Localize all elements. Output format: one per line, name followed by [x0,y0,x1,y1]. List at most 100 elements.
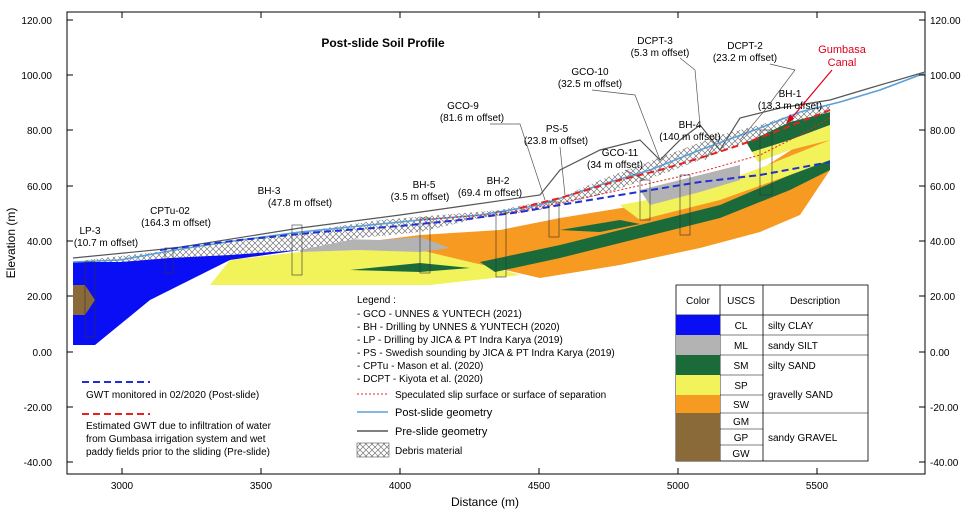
leader-lines [490,57,796,201]
center-legend: Legend : - GCO - UNNES & YUNTECH (2021) … [356,295,615,458]
x-tick-label: 4000 [389,481,412,492]
swatch-gravel [676,413,720,461]
legend-item: - DCPT - Kiyota et al. (2020) [357,374,483,385]
x-axis-label: Distance (m) [451,495,519,509]
legend-pre-text: Pre-slide geometry [395,426,488,438]
swatch-ml [676,335,720,355]
legend-item: - BH - Drilling by UNNES & YUNTECH (2020… [357,322,560,333]
legend-item: - LP - Drilling by JICA & PT Indra Karya… [357,335,563,346]
borehole-label-lp3: LP-3 [79,226,101,237]
borehole-label-bh1: BH-1 [779,89,802,100]
y-tick-label: 60.00 [27,182,52,193]
canal-label-line1: Gumbasa [818,44,867,56]
soil-table: Color USCS Description CL ML SM SP SW GM… [675,284,869,462]
desc-gravelly-sand: gravelly SAND [768,390,833,401]
uscs-sw: SW [733,400,750,411]
slip-surface [419,117,831,221]
y-tick-label: 0.00 [930,348,950,359]
borehole-label-gco11: GCO-11 [602,148,639,159]
uscs-sm: SM [734,361,749,372]
borehole-offset-bh4: (140 m offset) [659,132,721,143]
gwt-pre-text-1: Estimated GWT due to infiltration of wat… [86,421,272,432]
y-tick-label: 80.00 [27,126,52,137]
legend-item: - GCO - UNNES & YUNTECH (2021) [357,309,522,320]
swatch-sw [676,395,720,413]
borehole-offset-gco11: (34 m offset) [587,160,643,171]
figure-title: Post-slide Soil Profile [321,36,445,50]
borehole-offset-dcpt3: (5.3 m offset) [631,48,690,59]
y-axis-label: Elevation (m) [4,208,18,279]
y-tick-label: 100.00 [21,71,52,82]
x-tick-label: 5000 [667,481,690,492]
canal-arrow [789,69,833,121]
borehole-offset-ps5: (23.8 m offset) [524,136,588,147]
gwt-post-line [159,161,831,251]
borehole-label-dcpt3: DCPT-3 [637,36,673,47]
y-axis-left: 120.00 100.00 80.00 60.00 40.00 20.00 0.… [21,16,52,469]
borehole-label-ps5: PS-5 [546,124,569,135]
borehole-label-dcpt2: DCPT-2 [727,41,763,52]
gwt-legend: GWT monitored in 02/2020 (Post-slide) Es… [82,381,272,458]
borehole-offset-cptu02: (164.3 m offset) [141,218,211,229]
y-tick-label: 0.00 [33,348,53,359]
gwt-pre-text-3: paddy fields prior to the sliding (Pre-s… [86,447,270,458]
borehole-offset-gco10: (32.5 m offset) [558,79,622,90]
debris-legend-swatch [356,442,390,458]
y-tick-label: -20.00 [930,403,959,414]
desc-sandy-gravel: sandy GRAVEL [768,433,838,444]
y-tick-label: 40.00 [27,237,52,248]
borehole-offset-bh2: (69.4 m offset) [458,188,522,199]
table-header-uscs: USCS [727,296,755,307]
x-tick-label: 5500 [806,481,829,492]
y-tick-label: 120.00 [930,16,961,27]
borehole-offset-bh3: (47.8 m offset) [268,198,332,209]
uscs-sp: SP [734,381,748,392]
desc-ml: sandy SILT [768,341,818,352]
table-header-color: Color [686,296,711,307]
borehole-offset-gco9: (81.6 m offset) [440,113,504,124]
desc-cl: silty CLAY [768,321,814,332]
borehole-label-bh2: BH-2 [487,176,510,187]
legend-item: - CPTu - Mason et al. (2020) [357,361,483,372]
borehole-offset-dcpt2: (23.2 m offset) [713,53,777,64]
swatch-cl [676,315,720,335]
gwt-post-text: GWT monitored in 02/2020 (Post-slide) [86,390,259,401]
y-tick-label: -40.00 [930,458,959,469]
canal-arrowhead [786,114,794,124]
uscs-gm: GM [733,417,749,428]
y-axis-right: 120.00 100.00 80.00 60.00 40.00 20.00 0.… [930,16,961,469]
y-tick-label: 100.00 [930,71,961,82]
uscs-gp: GP [734,433,749,444]
x-axis: 3000 3500 4000 4500 5000 5500 [111,481,829,492]
y-tick-label: -20.00 [24,403,53,414]
legend-item: - PS - Swedish sounding by JICA & PT Ind… [357,348,615,359]
x-tick-label: 3000 [111,481,134,492]
borehole-label-bh5: BH-5 [413,180,436,191]
canal-label-line2: Canal [828,57,857,69]
borehole-offset-bh1: (13.3 m offset) [758,101,822,112]
uscs-ml: ML [734,341,748,352]
y-tick-label: -40.00 [24,458,53,469]
pre-slide-line [72,71,926,259]
borehole-label-cptu02: CPTu-02 [150,206,190,217]
table-header-description: Description [790,296,840,307]
legend-post-text: Post-slide geometry [395,407,493,419]
swatch-sm [676,355,720,375]
uscs-cl: CL [735,321,748,332]
borehole-label-bh4: BH-4 [679,120,702,131]
canal-annotation: Gumbasa Canal [818,44,867,69]
borehole-label-gco9: GCO-9 [447,101,479,112]
swatch-sp [676,375,720,395]
borehole-offset-lp3: (10.7 m offset) [74,238,138,249]
gwt-pre-line [519,109,831,209]
borehole-offset-bh5: (3.5 m offset) [391,192,450,203]
y-tick-label: 120.00 [21,16,52,27]
gwt-pre-text-2: from Gumbasa irrigation system and wet [86,434,266,445]
y-tick-label: 20.00 [930,292,955,303]
borehole-labels: LP-3 (10.7 m offset) CPTu-02 (164.3 m of… [74,36,822,249]
y-tick-label: 80.00 [930,126,955,137]
legend-debris-text: Debris material [395,446,462,457]
legend-heading: Legend : [357,295,396,306]
borehole-label-gco10: GCO-10 [571,67,609,78]
